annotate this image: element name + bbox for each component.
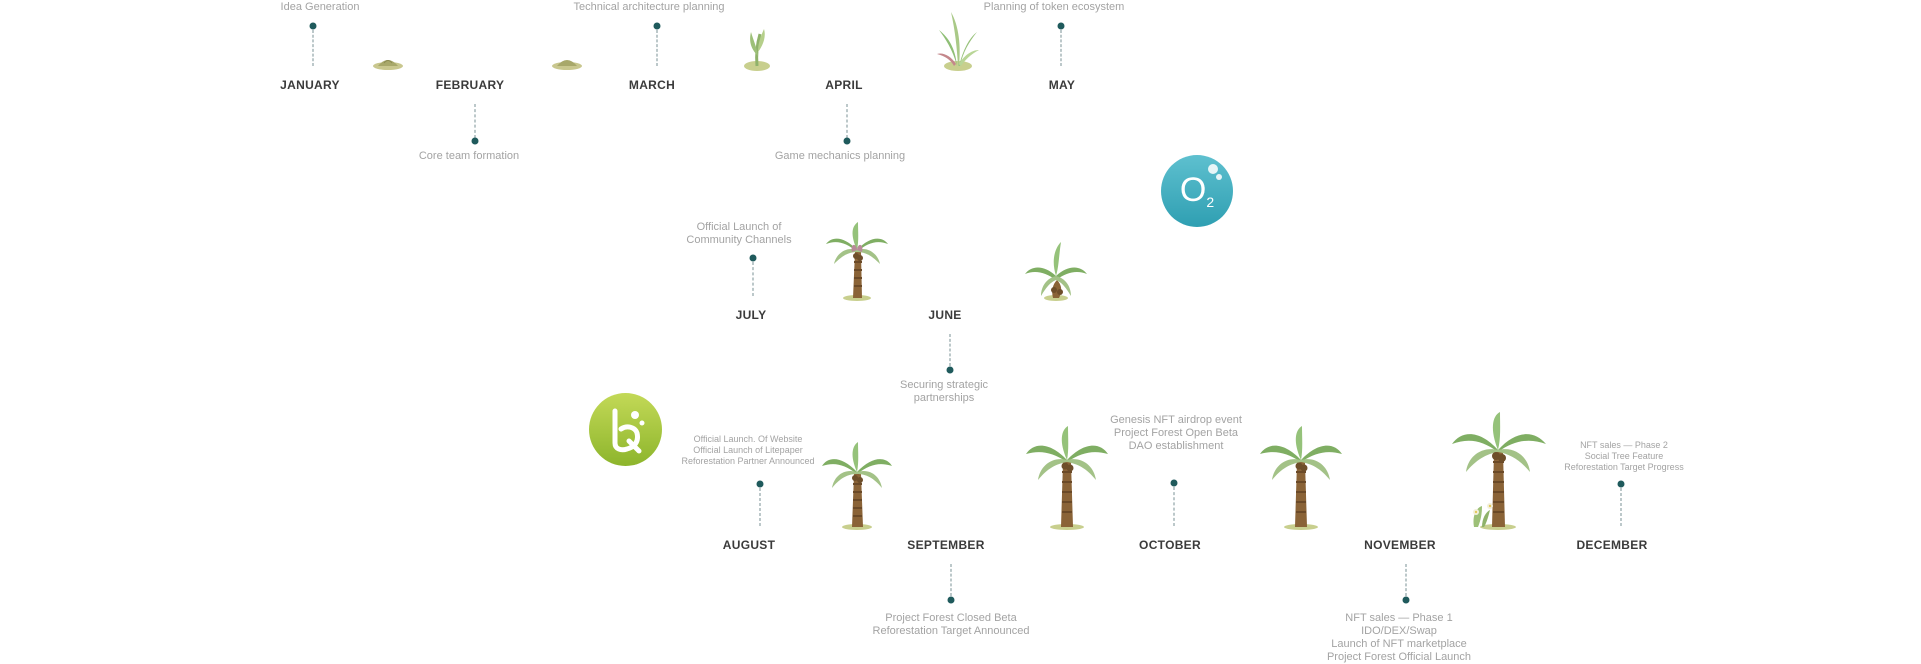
milestone-nov: NFT sales — Phase 1 IDO/DEX/Swap Launch … xyxy=(1327,612,1471,664)
timeline-dot xyxy=(843,137,851,145)
timeline-stem xyxy=(759,488,761,526)
timeline-stem xyxy=(1060,30,1062,66)
timeline-stem xyxy=(752,262,754,296)
month-march: MARCH xyxy=(628,78,676,92)
milestone-feb: Core team formation xyxy=(419,150,519,163)
month-january: JANUARY xyxy=(280,78,340,92)
milestone-line: Reforestation Partner Announced xyxy=(681,456,815,466)
timeline-dot xyxy=(946,366,954,374)
milestone-line: Official Launch of xyxy=(696,221,782,233)
milestone-line: Reforestation Target Announced xyxy=(872,625,1030,637)
milestone-line: DAO establishment xyxy=(1128,440,1224,452)
month-may: MAY xyxy=(1048,78,1076,92)
milestone-aug: Official Launch. Of Website Official Lau… xyxy=(681,434,814,467)
milestone-line: Project Forest Official Launch xyxy=(1326,651,1472,663)
milestone-line: NFT sales — Phase 1 xyxy=(1345,612,1453,624)
milestone-line: Social Tree Feature xyxy=(1584,451,1664,461)
milestone-may: Planning of token ecosystem xyxy=(984,1,1125,14)
milestone-line: Securing strategic xyxy=(899,379,989,391)
palm-tree-icon xyxy=(1026,426,1108,530)
milestone-line: IDO/DEX/Swap xyxy=(1361,625,1437,637)
milestone-line: Genesis NFT airdrop event xyxy=(1110,414,1242,426)
palm-tree-icon xyxy=(822,442,892,530)
month-april: APRIL xyxy=(825,78,863,92)
milestone-line: Launch of NFT marketplace xyxy=(1331,638,1467,650)
timeline-stem xyxy=(312,30,314,66)
oxygen-token-badge: O2 xyxy=(1161,155,1233,227)
month-october: OCTOBER xyxy=(1139,538,1201,552)
milestone-sep: Project Forest Closed Beta Reforestation… xyxy=(873,612,1030,638)
palm-tree-with-flowers-icon xyxy=(1452,412,1546,530)
young-plant-icon xyxy=(937,12,979,71)
timeline-stem xyxy=(949,334,951,366)
timeline-dot xyxy=(309,22,317,30)
timeline-stem xyxy=(950,564,952,596)
milestone-dec: NFT sales — Phase 2 Social Tree Feature … xyxy=(1564,440,1683,473)
month-july: JULY xyxy=(735,308,767,322)
milestone-line: Project Forest Closed Beta xyxy=(885,612,1017,624)
oxygen-symbol: O xyxy=(1179,171,1207,209)
timeline-dot xyxy=(1402,596,1410,604)
milestone-line: partnerships xyxy=(913,392,975,404)
milestone-line: Community Channels xyxy=(686,234,792,246)
milestone-line: Game mechanics planning xyxy=(774,150,906,162)
month-november: NOVEMBER xyxy=(1364,538,1436,552)
timeline-stem xyxy=(656,30,658,66)
timeline-stem xyxy=(1405,564,1407,596)
brand-logo-badge xyxy=(589,393,662,466)
timeline-dot xyxy=(749,254,757,262)
milestone-line: Reforestation Target Progress xyxy=(1564,462,1684,472)
brand-logo-icon xyxy=(612,408,645,454)
timeline-dot xyxy=(1057,22,1065,30)
timeline-stem xyxy=(1620,488,1622,526)
milestone-mar: Technical architecture planning xyxy=(573,1,724,14)
timeline-dot xyxy=(471,137,479,145)
milestone-jun: Securing strategic partnerships xyxy=(900,379,988,405)
milestone-oct: Genesis NFT airdrop event Project Forest… xyxy=(1110,414,1242,453)
milestone-line: Idea Generation xyxy=(280,1,360,13)
timeline-stem xyxy=(1173,487,1175,526)
oxygen-subscript: 2 xyxy=(1206,194,1215,210)
timeline-dot xyxy=(653,22,661,30)
milestone-line: Official Launch of Litepaper xyxy=(693,445,803,455)
palm-sapling-icon xyxy=(1025,242,1087,301)
milestone-jan: Idea Generation xyxy=(281,1,360,14)
timeline-dot xyxy=(1170,479,1178,487)
timeline-stem xyxy=(474,104,476,138)
milestone-line: Official Launch. Of Website xyxy=(693,434,803,444)
month-august: AUGUST xyxy=(722,538,776,552)
bubble-icon xyxy=(1208,164,1222,180)
timeline-stem xyxy=(846,104,848,138)
month-february: FEBRUARY xyxy=(435,78,505,92)
month-september: SEPTEMBER xyxy=(907,538,985,552)
palm-tree-icon xyxy=(1260,426,1342,530)
milestone-line: NFT sales — Phase 2 xyxy=(1580,440,1668,450)
timeline-dot xyxy=(1617,480,1625,488)
milestone-line: Technical architecture planning xyxy=(573,1,725,13)
timeline-dot xyxy=(756,480,764,488)
milestone-jul: Official Launch of Community Channels xyxy=(686,221,791,247)
milestone-line: Project Forest Open Beta xyxy=(1113,427,1239,439)
milestone-apr: Game mechanics planning xyxy=(775,150,905,163)
milestone-line: Planning of token ecosystem xyxy=(983,1,1125,13)
soil-mound-icon xyxy=(552,60,582,70)
soil-mound-icon xyxy=(373,60,403,70)
month-june: JUNE xyxy=(928,308,962,322)
milestone-line: Core team formation xyxy=(418,150,520,162)
palm-tree-icon xyxy=(826,222,888,301)
timeline-dot xyxy=(947,596,955,604)
seedling-icon xyxy=(744,29,770,71)
month-december: DECEMBER xyxy=(1576,538,1648,552)
